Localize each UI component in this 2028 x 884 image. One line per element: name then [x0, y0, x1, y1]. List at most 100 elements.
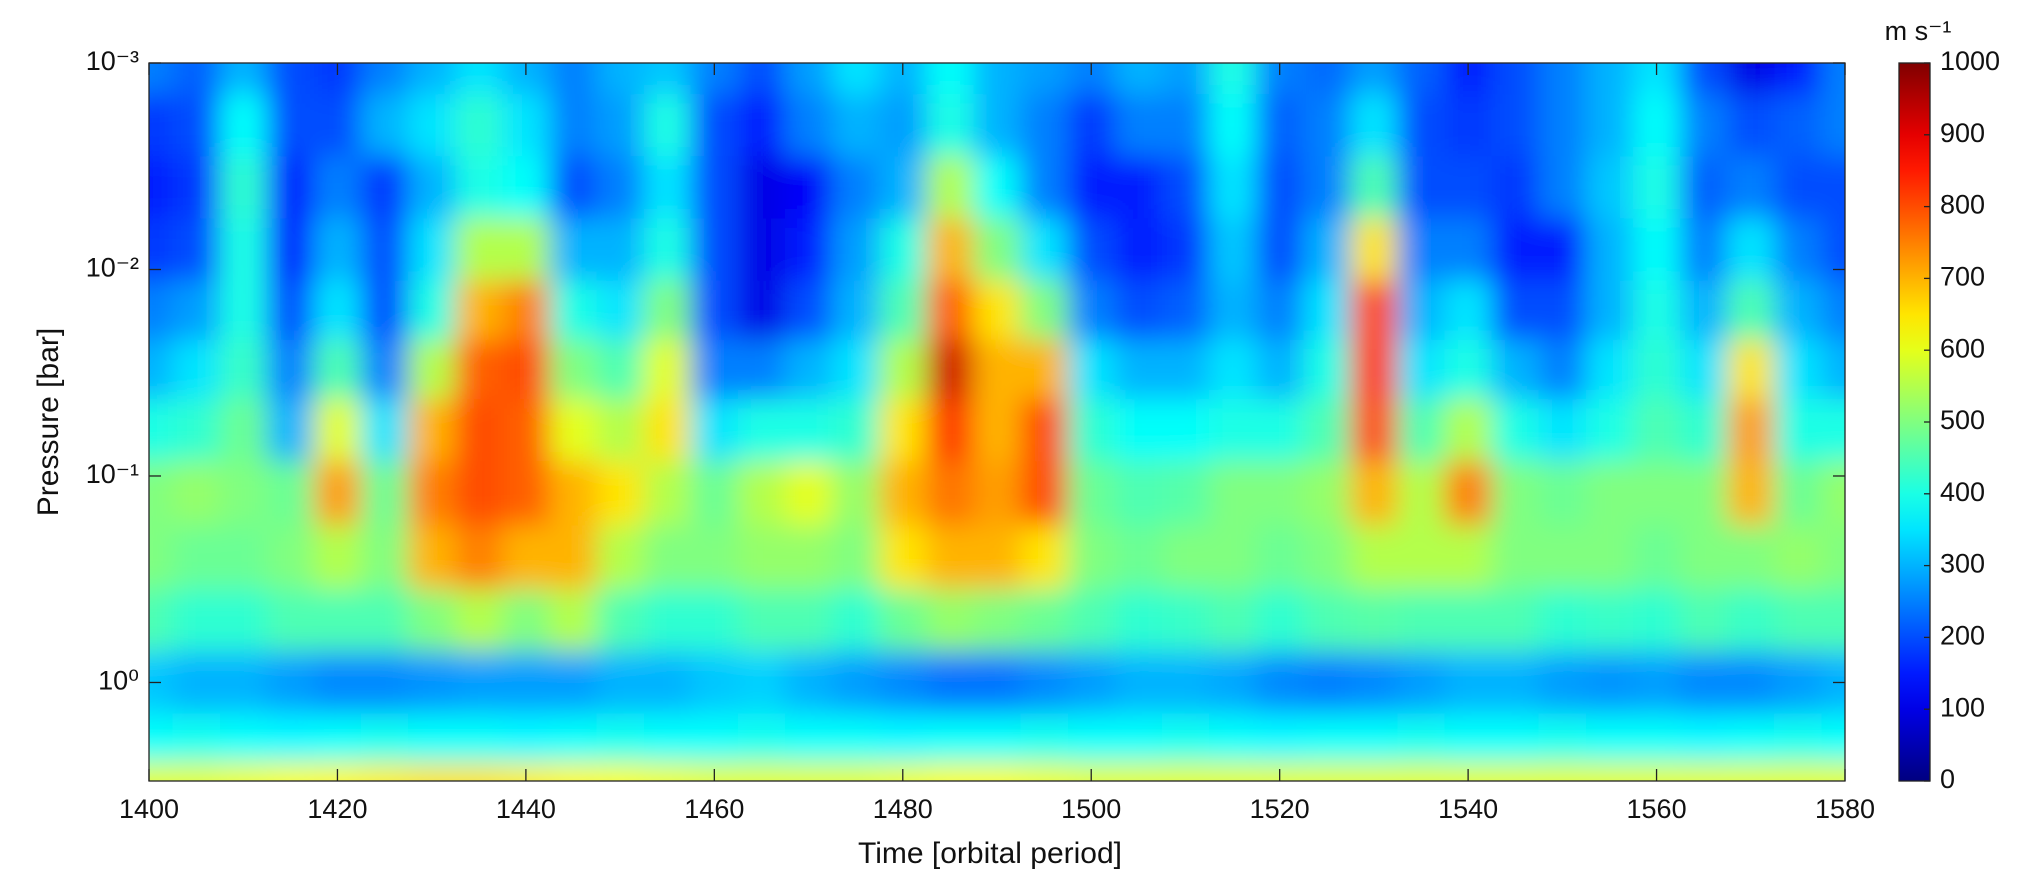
heatmap-cell	[690, 589, 739, 652]
heatmap-cell	[737, 339, 786, 400]
heatmap-cell	[1303, 339, 1351, 400]
heatmap-cell	[502, 399, 551, 462]
heatmap-cell	[737, 651, 786, 715]
heatmap-cell	[1821, 762, 1845, 781]
heatmap-cell	[361, 589, 409, 652]
heatmap-cell	[266, 280, 315, 341]
heatmap-cell	[1680, 156, 1728, 220]
heatmap-cell	[1491, 589, 1540, 652]
heatmap-cell	[1114, 94, 1163, 157]
heatmap-cell	[737, 218, 786, 282]
heatmap-cell	[926, 762, 975, 781]
heatmap-cell	[1727, 399, 1775, 462]
heatmap-cell	[643, 461, 692, 526]
heatmap-cell	[1209, 461, 1257, 526]
heatmap-cell	[1020, 651, 1069, 715]
heatmap-cell	[149, 525, 174, 590]
heatmap-cell	[172, 63, 221, 95]
heatmap-cell	[785, 218, 833, 282]
heatmap-cell	[1821, 589, 1845, 652]
heatmap-cell	[502, 713, 551, 764]
heatmap-cell	[361, 713, 409, 764]
heatmap-cell	[1491, 280, 1540, 341]
heatmap-cell	[832, 339, 880, 400]
heatmap-cell	[1397, 63, 1446, 95]
heatmap-cell	[1633, 461, 1681, 526]
heatmap-cell	[1209, 713, 1257, 764]
heatmap-cell	[172, 713, 221, 764]
x-tick-label: 1540	[1438, 794, 1498, 824]
heatmap-cell	[1114, 156, 1163, 220]
heatmap-cell	[1256, 525, 1304, 590]
heatmap-cell	[926, 713, 975, 764]
heatmap-cell	[1774, 589, 1823, 652]
heatmap-cell	[172, 94, 221, 157]
heatmap-cell	[1209, 94, 1257, 157]
heatmap-cell	[408, 156, 456, 220]
heatmap-cell	[879, 339, 927, 400]
x-axis-label: Time [orbital period]	[858, 837, 1122, 870]
x-tick-label: 1420	[307, 794, 367, 824]
heatmap-cell	[408, 713, 456, 764]
heatmap-cell	[1350, 651, 1399, 715]
heatmap-cell	[1350, 280, 1399, 341]
heatmap-cell	[149, 339, 174, 400]
heatmap-cell	[1256, 339, 1304, 400]
heatmap-cell	[1397, 762, 1446, 781]
heatmap-cell	[643, 156, 692, 220]
heatmap-cell	[1350, 589, 1399, 652]
heatmap-cell	[832, 63, 880, 95]
heatmap-cell	[879, 156, 927, 220]
heatmap-cell	[879, 651, 927, 715]
heatmap-cell	[219, 156, 268, 220]
heatmap-cell	[172, 651, 221, 715]
heatmap-cell	[1727, 525, 1775, 590]
heatmap-cell	[502, 589, 551, 652]
heatmap-cell	[596, 762, 645, 781]
heatmap-cell	[361, 399, 409, 462]
y-tick-label: 10⁻²	[86, 253, 139, 283]
heatmap-cell	[266, 399, 315, 462]
colorbar-tick-label: 0	[1940, 764, 1955, 794]
heatmap-cell	[1680, 399, 1728, 462]
heatmap-cell	[1256, 399, 1304, 462]
heatmap-cell	[785, 156, 833, 220]
heatmap-cell	[926, 218, 975, 282]
heatmap-cell	[1397, 713, 1446, 764]
heatmap-cell	[455, 218, 503, 282]
plot-frame	[148, 62, 1846, 782]
heatmap-cell	[1303, 525, 1351, 590]
heatmap-cell	[1491, 339, 1540, 400]
heatmap-cell	[737, 589, 786, 652]
heatmap-cell	[832, 589, 880, 652]
heatmap-cell	[1491, 218, 1540, 282]
x-tick-label: 1580	[1815, 794, 1875, 824]
heatmap-cell	[1350, 63, 1399, 95]
heatmap-cell	[1821, 94, 1845, 157]
heatmap-cell	[926, 339, 975, 400]
heatmap-cell	[455, 280, 503, 341]
heatmap-cell	[1538, 280, 1587, 341]
heatmap-cell	[1585, 713, 1634, 764]
heatmap-cell	[1774, 525, 1823, 590]
heatmap-cell	[266, 461, 315, 526]
heatmap-cell	[549, 525, 598, 590]
heatmap-cell	[1114, 339, 1163, 400]
heatmap-cell	[1161, 339, 1210, 400]
heatmap-cell	[1020, 280, 1069, 341]
heatmap-cell	[1491, 94, 1540, 157]
heatmap-cell	[455, 94, 503, 157]
colorbar-tick-label: 300	[1940, 549, 1985, 579]
heatmap-cell	[785, 525, 833, 590]
heatmap-cells	[149, 63, 1845, 781]
heatmap-cell	[1114, 399, 1163, 462]
heatmap-cell	[1067, 651, 1116, 715]
heatmap-cell	[172, 589, 221, 652]
heatmap-cell	[1680, 218, 1728, 282]
heatmap-cell	[549, 280, 598, 341]
heatmap-cell	[1161, 651, 1210, 715]
heatmap-cell	[879, 94, 927, 157]
heatmap-cell	[1161, 589, 1210, 652]
heatmap-cell	[1067, 94, 1116, 157]
heatmap-cell	[973, 218, 1022, 282]
